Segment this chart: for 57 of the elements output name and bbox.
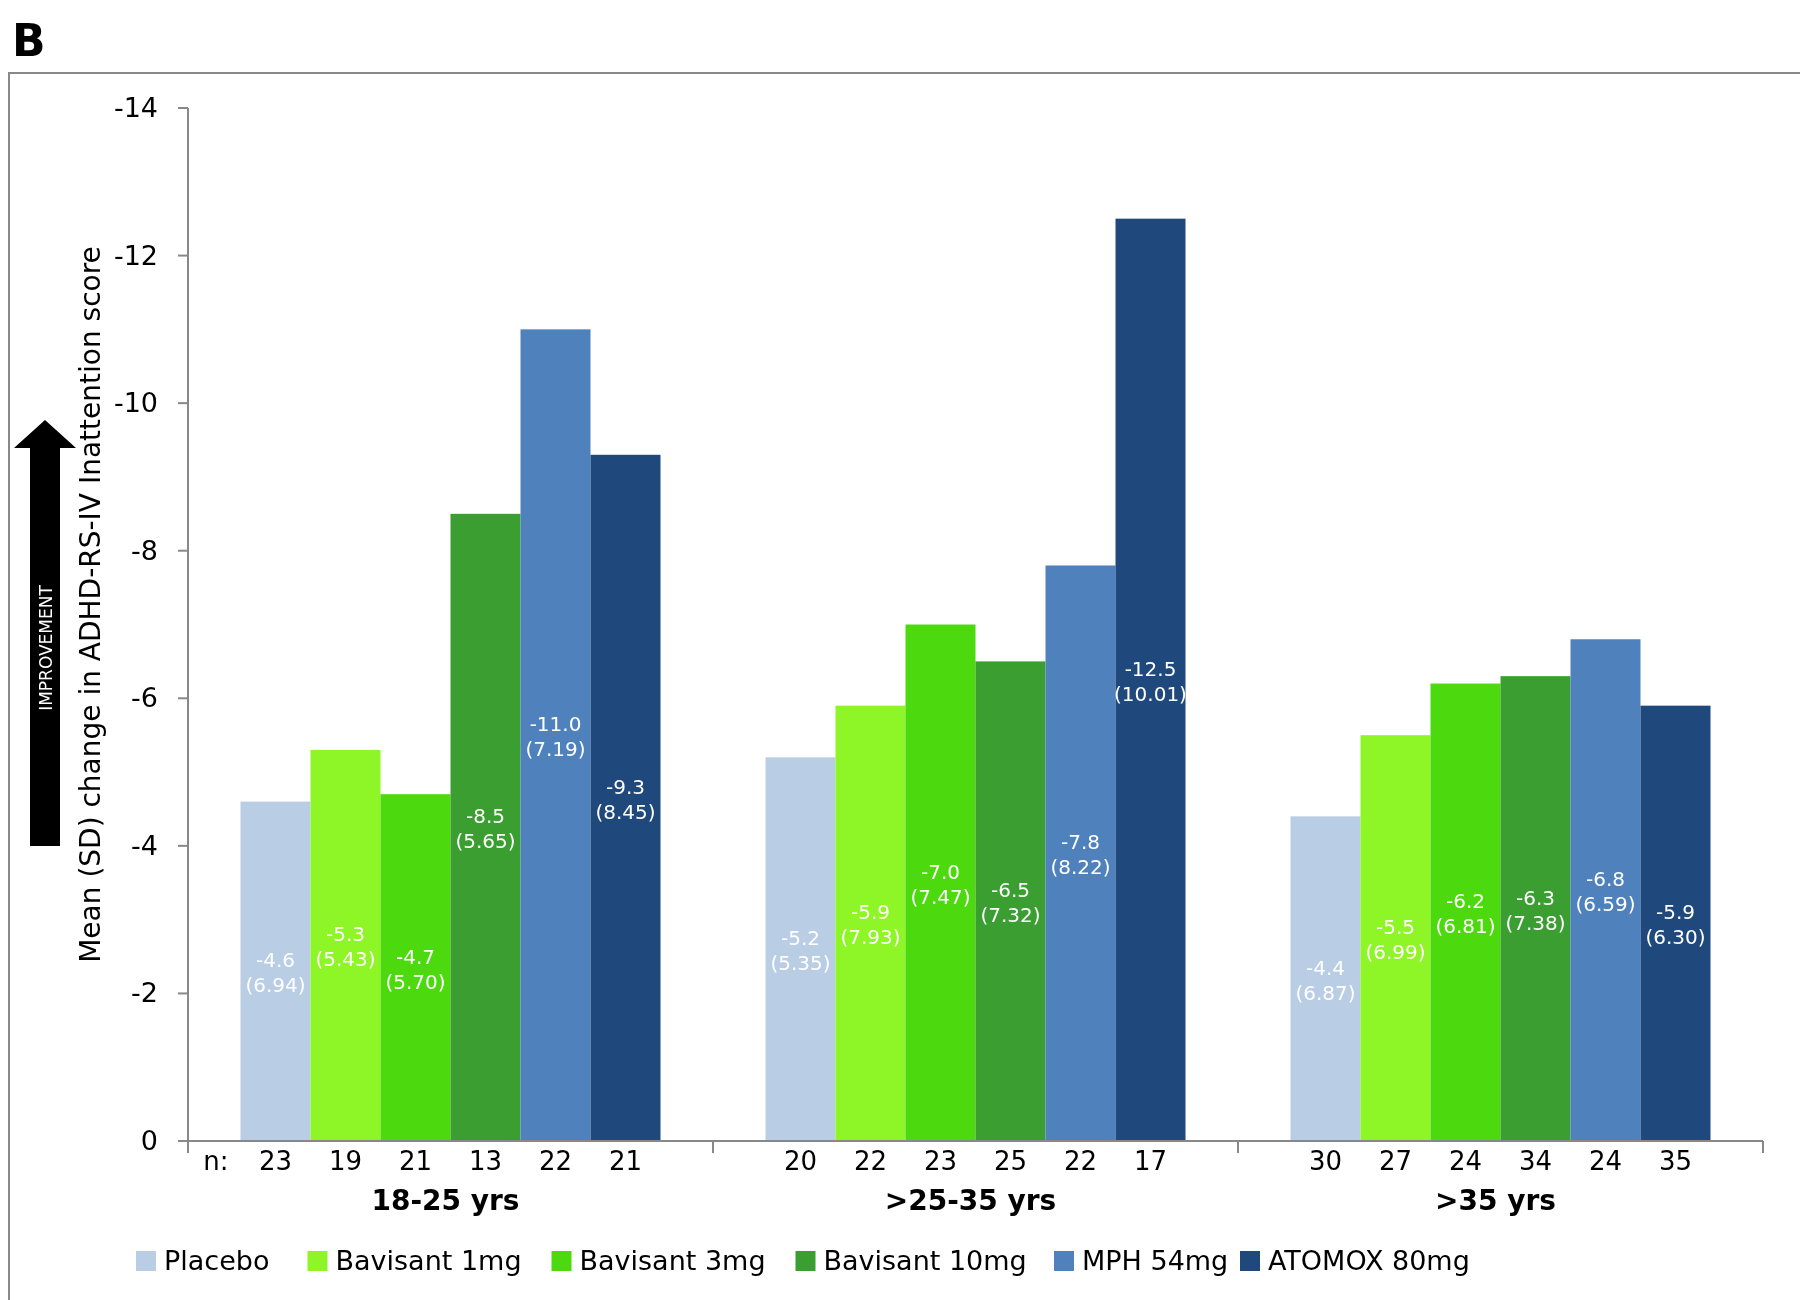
text: IMPROVEMENT xyxy=(36,584,56,711)
data-label: -4.7 (5.70) xyxy=(385,944,446,994)
legend-label: Bavisant 10mg xyxy=(823,1245,1027,1276)
data-label: -6.2 (6.81) xyxy=(1435,889,1496,939)
data-label: -4.6 (6.94) xyxy=(245,948,306,998)
data-label: -5.5 (6.99) xyxy=(1365,915,1426,965)
y-tick-label: -14 xyxy=(113,92,158,123)
text: 23 xyxy=(258,1146,293,1176)
data-label: -5.2 (5.35) xyxy=(770,926,831,976)
text: 35 xyxy=(1658,1146,1693,1176)
text: 22 xyxy=(1063,1146,1098,1176)
data-label: -5.3 (5.43) xyxy=(315,922,376,972)
data-label: -11.0 (7.19) xyxy=(525,712,586,762)
text: 23 xyxy=(923,1146,958,1176)
x-tick-label: >35 yrs xyxy=(1435,1184,1556,1217)
legend-label: Bavisant 1mg xyxy=(335,1245,522,1276)
y-tick-label: -6 xyxy=(131,682,158,714)
text: 24 xyxy=(1588,1146,1623,1176)
data-label: -9.3 (8.45) xyxy=(595,774,656,824)
data-label: -4.4 (6.87) xyxy=(1295,955,1356,1005)
text: 21 xyxy=(608,1146,643,1176)
text: 22 xyxy=(538,1146,573,1176)
text: 13 xyxy=(468,1146,503,1176)
x-tick-label: >25-35 yrs xyxy=(884,1184,1057,1217)
text: 30 xyxy=(1308,1146,1343,1176)
text: 34 xyxy=(1518,1146,1553,1176)
chart-title: B xyxy=(12,15,46,66)
text: 19 xyxy=(328,1146,363,1176)
text: 20 xyxy=(783,1146,818,1176)
y-tick-label: -12 xyxy=(113,239,158,271)
text: 27 xyxy=(1378,1146,1413,1176)
legend-label: Bavisant 3mg xyxy=(579,1245,766,1276)
data-label: -7.8 (8.22) xyxy=(1050,830,1111,880)
data-label: -6.3 (7.38) xyxy=(1505,885,1566,935)
y-tick-label: -4 xyxy=(131,829,158,861)
text: 21 xyxy=(398,1146,433,1176)
text: 22 xyxy=(853,1146,888,1176)
y-axis-title: Mean (SD) change in ADHD-RS-IV Inattention score xyxy=(74,246,107,963)
y-tick-label: -8 xyxy=(131,534,158,566)
text: 17 xyxy=(1133,1146,1168,1176)
data-label: -8.5 (5.65) xyxy=(455,804,516,854)
data-label: -5.9 (7.93) xyxy=(840,900,901,950)
legend-label: MPH 54mg xyxy=(1082,1245,1229,1276)
y-tick-label: -2 xyxy=(131,977,158,1009)
data-label: -12.5 (10.01) xyxy=(1114,656,1187,706)
data-label: -5.9 (6.30) xyxy=(1645,900,1706,950)
legend-label: Placebo xyxy=(164,1245,270,1276)
legend-label: ATOMOX 80mg xyxy=(1268,1245,1470,1276)
text: n: xyxy=(203,1146,229,1176)
data-label: -6.5 (7.32) xyxy=(980,878,1041,928)
y-tick-label: 0 xyxy=(140,1125,158,1156)
x-tick-label: 18-25 yrs xyxy=(371,1184,520,1217)
data-label: -6.8 (6.59) xyxy=(1575,867,1636,917)
y-tick-label: -10 xyxy=(113,387,158,419)
data-label: -7.0 (7.47) xyxy=(910,859,971,909)
text: 25 xyxy=(993,1146,1028,1176)
text: 24 xyxy=(1448,1146,1483,1176)
